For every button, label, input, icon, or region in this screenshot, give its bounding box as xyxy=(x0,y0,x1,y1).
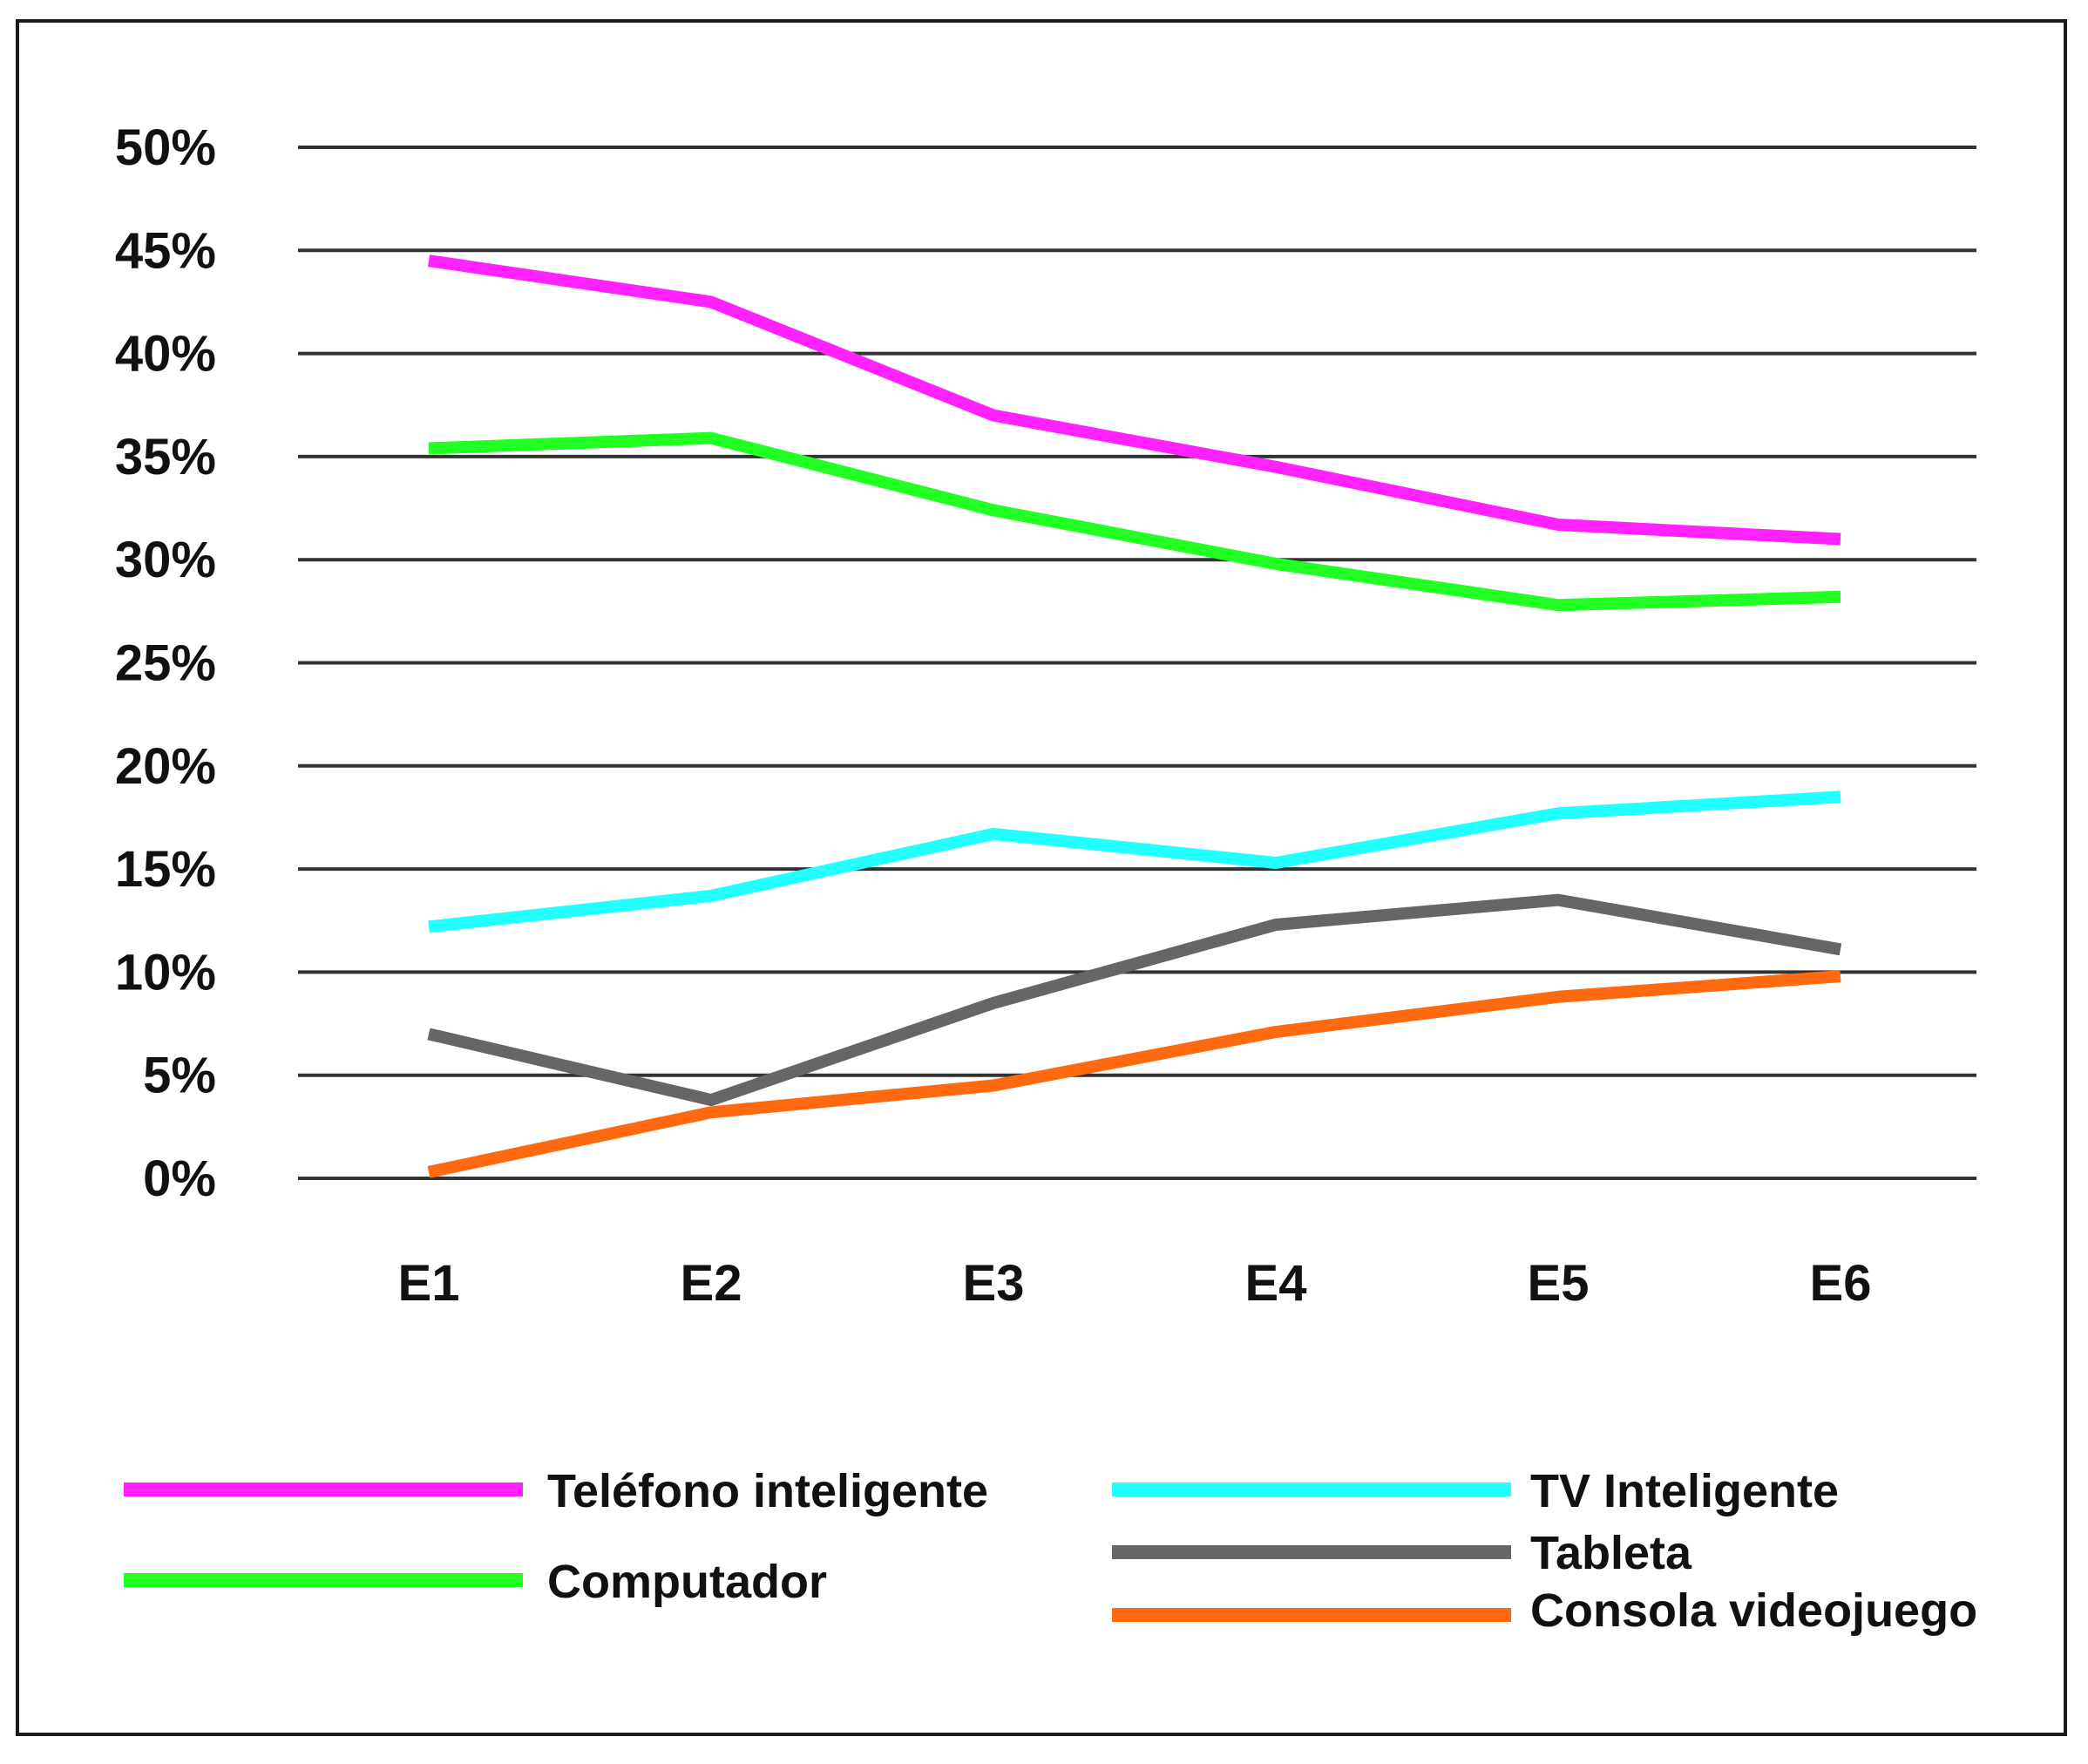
legend-item: TV Inteligente xyxy=(1112,1465,1839,1517)
y-tick-label: 50% xyxy=(115,119,216,176)
series-line xyxy=(427,970,1841,1178)
y-tick-label: 15% xyxy=(115,841,216,898)
legend-label: Tableta xyxy=(1530,1527,1692,1579)
x-tick-label: E6 xyxy=(1810,1255,1872,1312)
legend-item: Teléfono inteligente xyxy=(124,1465,988,1517)
y-tick-label: 5% xyxy=(143,1048,216,1104)
y-tick-label: 35% xyxy=(115,429,216,485)
legend-label: Teléfono inteligente xyxy=(547,1465,988,1517)
x-tick-label: E3 xyxy=(963,1255,1025,1312)
legend-item: Computador xyxy=(124,1556,827,1608)
legend-item: Consola videojuego xyxy=(1112,1584,1977,1637)
gridlines xyxy=(298,146,1976,1180)
series-line xyxy=(427,254,1841,546)
y-tick-label: 10% xyxy=(115,944,216,1001)
chart-frame xyxy=(16,19,2067,1736)
y-tick-label: 0% xyxy=(143,1150,216,1207)
series-line xyxy=(428,790,1841,933)
series-line xyxy=(428,431,1841,612)
x-tick-label: E1 xyxy=(398,1255,460,1312)
legend: Teléfono inteligente Computador TV Intelig… xyxy=(124,1465,1977,1637)
y-axis-tick-labels: 0% 5% 10% 15% 20% 25% 30% 35% 40% 45% 50% xyxy=(115,119,216,1207)
x-tick-label: E5 xyxy=(1528,1255,1590,1312)
legend-label: Computador xyxy=(547,1556,827,1608)
x-tick-label: E4 xyxy=(1245,1255,1307,1312)
series-lines xyxy=(427,254,1842,1178)
legend-label: TV Inteligente xyxy=(1530,1465,1839,1517)
series-line xyxy=(427,893,1842,1107)
legend-label: Consola videojuego xyxy=(1530,1584,1977,1637)
legend-item: Tableta xyxy=(1112,1527,1692,1579)
x-axis-tick-labels: E1 E2 E3 E4 E5 E6 xyxy=(398,1255,1872,1312)
y-tick-label: 20% xyxy=(115,738,216,795)
y-tick-label: 45% xyxy=(115,222,216,279)
y-tick-label: 40% xyxy=(115,326,216,383)
y-tick-label: 30% xyxy=(115,532,216,588)
y-tick-label: 25% xyxy=(115,635,216,692)
x-tick-label: E2 xyxy=(681,1255,742,1312)
